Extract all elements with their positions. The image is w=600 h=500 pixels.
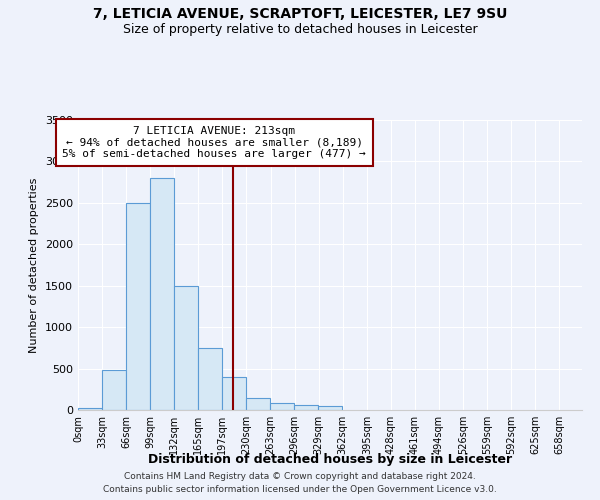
Bar — [126, 203, 150, 410]
Bar — [246, 398, 270, 410]
Y-axis label: Number of detached properties: Number of detached properties — [29, 178, 40, 352]
Text: Distribution of detached houses by size in Leicester: Distribution of detached houses by size … — [148, 452, 512, 466]
Bar — [150, 178, 174, 410]
Bar — [102, 370, 126, 410]
Text: 7, LETICIA AVENUE, SCRAPTOFT, LEICESTER, LE7 9SU: 7, LETICIA AVENUE, SCRAPTOFT, LEICESTER,… — [93, 8, 507, 22]
Text: Contains public sector information licensed under the Open Government Licence v3: Contains public sector information licen… — [103, 485, 497, 494]
Bar — [270, 404, 294, 410]
Text: Contains HM Land Registry data © Crown copyright and database right 2024.: Contains HM Land Registry data © Crown c… — [124, 472, 476, 481]
Bar — [221, 377, 246, 410]
Text: 7 LETICIA AVENUE: 213sqm
← 94% of detached houses are smaller (8,189)
5% of semi: 7 LETICIA AVENUE: 213sqm ← 94% of detach… — [62, 126, 366, 159]
Bar — [199, 348, 223, 410]
Bar — [78, 408, 102, 410]
Bar — [174, 286, 199, 410]
Bar — [318, 406, 342, 410]
Bar — [294, 405, 318, 410]
Text: Size of property relative to detached houses in Leicester: Size of property relative to detached ho… — [122, 22, 478, 36]
